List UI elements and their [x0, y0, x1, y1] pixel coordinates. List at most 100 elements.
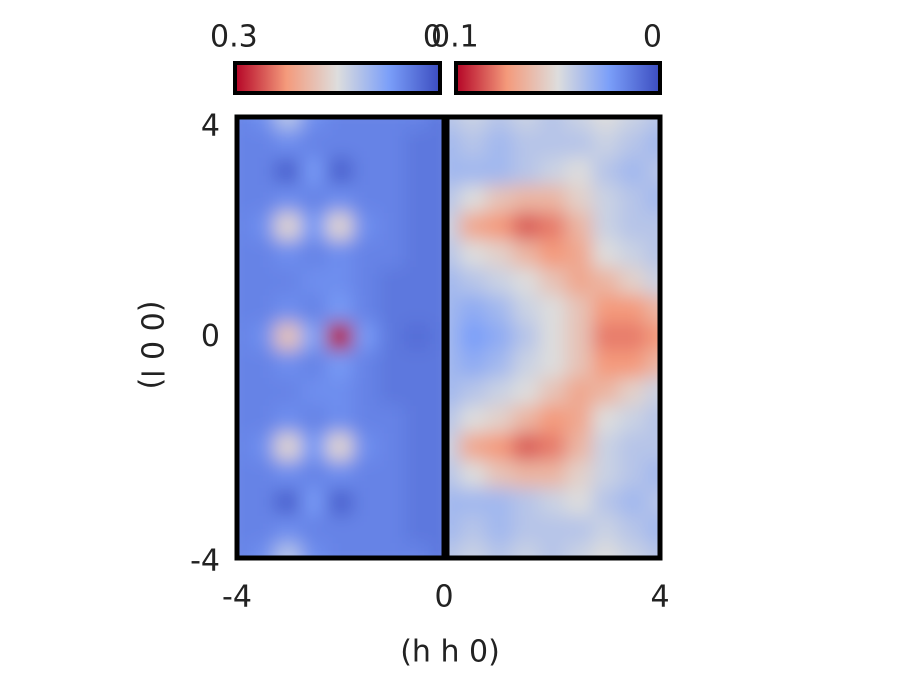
heatmap-cell [300, 184, 329, 215]
heatmap-cell [619, 488, 648, 518]
heatmap-cell [619, 377, 648, 408]
heatmap-cell [459, 515, 488, 546]
heatmap-cell [447, 405, 462, 435]
heatmap-cell [248, 295, 277, 325]
heatmap-cell [539, 322, 568, 353]
colorbar [233, 61, 442, 95]
heatmap-cell [539, 295, 568, 325]
heatmap-cell [539, 240, 568, 270]
heatmap-cell [378, 322, 407, 353]
heatmap-cell [645, 322, 660, 353]
heatmap-cell [592, 212, 622, 243]
heatmap-cell [512, 157, 542, 187]
heatmap-cell [237, 129, 251, 160]
heatmap-cell [404, 543, 433, 558]
heatmap-cell [565, 240, 595, 270]
heatmap-cell [592, 184, 622, 215]
heatmap-cell [459, 157, 488, 187]
heatmap-cell [404, 377, 433, 408]
heatmap-cell [619, 240, 648, 270]
heatmap-cell [592, 405, 622, 435]
heatmap-cell [447, 543, 462, 558]
heatmap-cell [404, 405, 433, 435]
heatmap-cell [485, 322, 515, 353]
heatmap-cell [485, 515, 515, 546]
heatmap-cell [300, 295, 329, 325]
heatmap-cell [274, 543, 303, 558]
heatmap-blur [237, 117, 444, 558]
heatmap-cell [619, 405, 648, 435]
heatmap-cell [459, 184, 488, 215]
heatmap-cell [565, 432, 595, 463]
heatmap-cell [404, 240, 433, 270]
heatmap-cell [352, 184, 381, 215]
heatmap-cell [378, 543, 407, 558]
heatmap-cell [326, 157, 355, 187]
heatmap-cell [592, 432, 622, 463]
heatmap-cell [592, 129, 622, 160]
heatmap-cell [248, 240, 277, 270]
heatmap-cell [326, 322, 355, 353]
heatmap-cell [300, 157, 329, 187]
heatmap-cells [237, 117, 444, 558]
heatmap-cell [378, 350, 407, 380]
heatmap-cell [447, 488, 462, 518]
heatmap-cell [352, 488, 381, 518]
heatmap-cell [592, 543, 622, 558]
heatmap-cell [274, 432, 303, 463]
heatmap-cell [378, 184, 407, 215]
heatmap-cell [485, 295, 515, 325]
heatmap-cell [645, 117, 660, 132]
heatmap-cell [565, 488, 595, 518]
heatmap-cell [447, 267, 462, 298]
heatmap-cell [430, 432, 444, 463]
heatmap-cell [274, 129, 303, 160]
heatmap-cell [352, 117, 381, 132]
heatmap-cell [300, 212, 329, 243]
heatmap-cell [539, 129, 568, 160]
heatmap-cell [459, 432, 488, 463]
colorbar-tick-label: 0 [423, 20, 442, 55]
heatmap-cell [430, 488, 444, 518]
heatmap-cell [404, 460, 433, 491]
heatmap-cell [326, 405, 355, 435]
heatmap-cell [459, 350, 488, 380]
heatmap-cell [539, 543, 568, 558]
heatmap-cell [274, 267, 303, 298]
heatmap-cell [248, 488, 277, 518]
heatmap-cell [447, 157, 462, 187]
heatmap-cell [447, 117, 462, 132]
heatmap-cell [404, 212, 433, 243]
heatmap-cell [274, 157, 303, 187]
heatmap-cell [274, 460, 303, 491]
heatmap-blur [447, 117, 660, 558]
heatmap-cell [300, 543, 329, 558]
heatmap-cell [404, 515, 433, 546]
colorbar-tick-label: 0 [643, 20, 662, 55]
heatmap-cell [248, 157, 277, 187]
heatmap-cell [592, 350, 622, 380]
colorbar-tick-label: 0.1 [431, 20, 479, 55]
heatmap-cell [237, 212, 251, 243]
heatmap-cell [430, 295, 444, 325]
heatmap-cell [300, 240, 329, 270]
y-axis-label: (0 0 l) [134, 301, 169, 390]
heatmap-cell [645, 543, 660, 558]
heatmap-cell [237, 117, 251, 132]
heatmap-cell [447, 240, 462, 270]
heatmap-cell [300, 460, 329, 491]
heatmap-cell [326, 515, 355, 546]
heatmap-cell [512, 129, 542, 160]
heatmap-cell [459, 240, 488, 270]
heatmap-cell [248, 184, 277, 215]
heatmap-cell [645, 432, 660, 463]
heatmap-cell [430, 212, 444, 243]
heatmap-cell [430, 405, 444, 435]
heatmap-cell [248, 212, 277, 243]
heatmap-cell [447, 515, 462, 546]
heatmap-cell [565, 405, 595, 435]
colorbar [454, 61, 662, 95]
heatmap-cell [430, 157, 444, 187]
heatmap-cell [404, 322, 433, 353]
heatmap-cell [485, 350, 515, 380]
